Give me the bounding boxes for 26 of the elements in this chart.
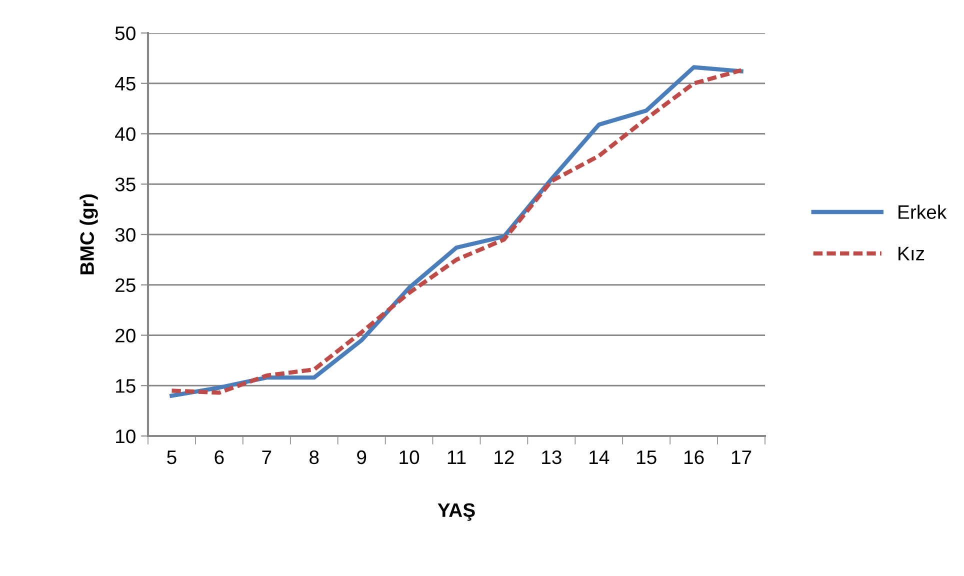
y-axis-title: BMC (gr): [80, 194, 98, 274]
x-tick-label: 8: [310, 450, 319, 464]
x-tick-label: 14: [590, 450, 610, 464]
y-tick-label: 20: [116, 328, 136, 342]
y-tick-label: 30: [115, 228, 136, 242]
x-tick-label: 12: [494, 450, 514, 464]
y-tick-label: 40: [115, 127, 136, 141]
x-tick-label: 5: [167, 450, 176, 464]
y-tick-label: 10: [116, 429, 136, 444]
x-tick-label: 9: [357, 450, 366, 464]
x-tick-label: 7: [262, 450, 272, 464]
x-tick-label: 6: [214, 450, 224, 464]
x-tick-label: 11: [448, 450, 466, 464]
x-tick-label: 16: [684, 450, 704, 464]
y-tick-label: 25: [116, 278, 136, 292]
y-tick-label: 45: [115, 77, 136, 91]
y-tick-label: 15: [116, 379, 136, 393]
y-tick-label: 50: [115, 26, 136, 40]
x-axis-title: YAŞ: [438, 503, 475, 521]
x-tick-label: 15: [637, 450, 656, 464]
x-tick-label: 17: [732, 450, 752, 464]
legend-label: Kız: [898, 246, 924, 260]
x-tick-label: 10: [400, 450, 420, 464]
legend-label: Erkek: [898, 204, 947, 219]
x-tick-label: 13: [542, 450, 562, 464]
y-tick-label: 35: [115, 178, 136, 192]
